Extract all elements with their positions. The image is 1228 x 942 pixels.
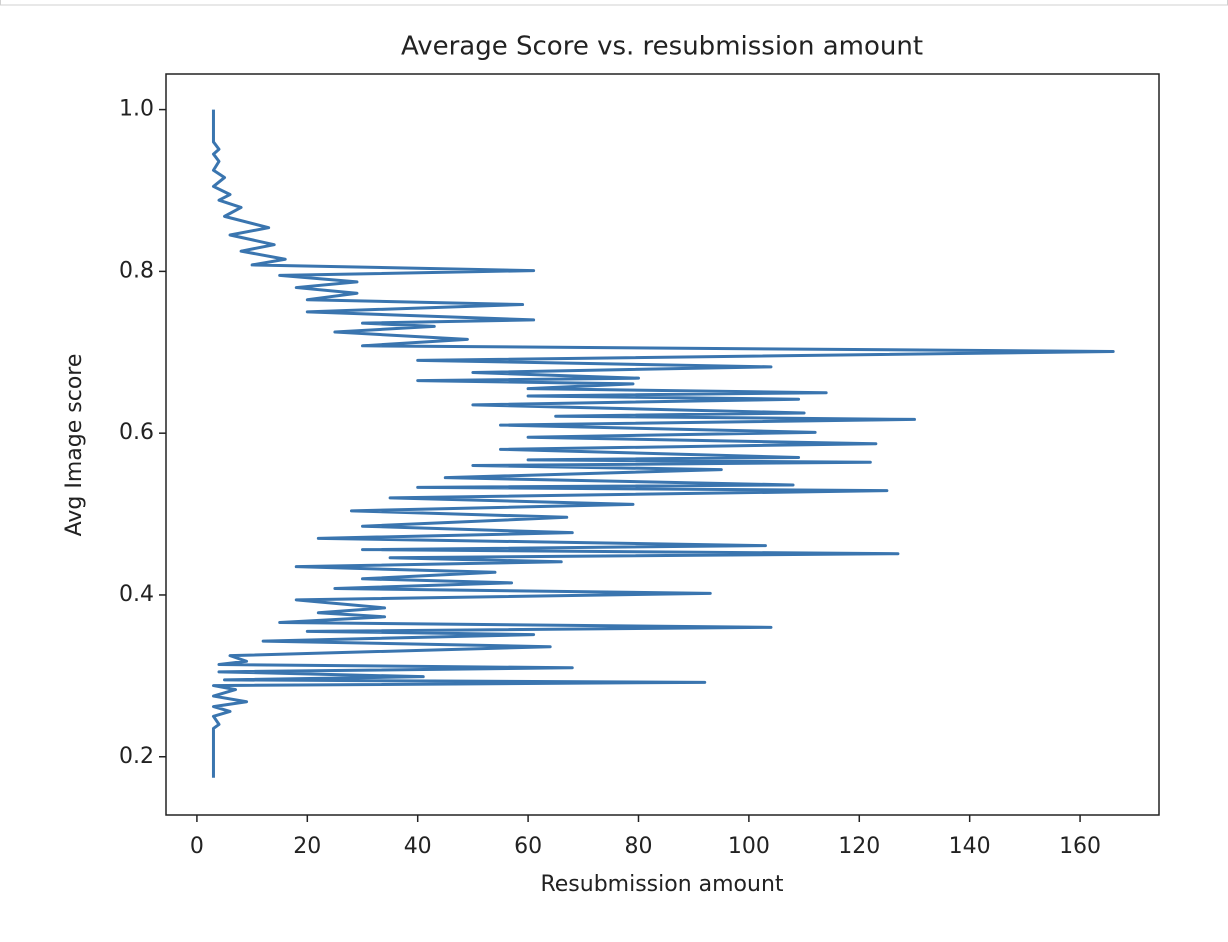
x-tick-label: 20 bbox=[293, 834, 321, 859]
cell-border bbox=[0, 0, 1228, 6]
x-tick-label: 100 bbox=[728, 834, 770, 859]
y-tick-label: 1.0 bbox=[119, 97, 154, 122]
x-tick-label: 160 bbox=[1059, 834, 1101, 859]
x-axis-label: Resubmission amount bbox=[540, 872, 783, 897]
chart-title: Average Score vs. resubmission amount bbox=[401, 32, 923, 62]
x-tick-label: 60 bbox=[514, 834, 542, 859]
data-line bbox=[211, 109, 1115, 778]
x-tick-label: 120 bbox=[838, 834, 880, 859]
y-tick-label: 0.2 bbox=[119, 744, 154, 769]
plot-frame bbox=[165, 73, 1160, 816]
y-tick-label: 0.6 bbox=[119, 420, 154, 445]
x-tick-label: 40 bbox=[404, 834, 432, 859]
y-tick-label: 0.8 bbox=[119, 258, 154, 283]
y-tick-label: 0.4 bbox=[119, 582, 154, 607]
x-tick-label: 0 bbox=[190, 834, 204, 859]
x-tick-label: 140 bbox=[949, 834, 991, 859]
x-tick-label: 80 bbox=[624, 834, 652, 859]
y-axis-label: Avg Image score bbox=[62, 354, 87, 537]
